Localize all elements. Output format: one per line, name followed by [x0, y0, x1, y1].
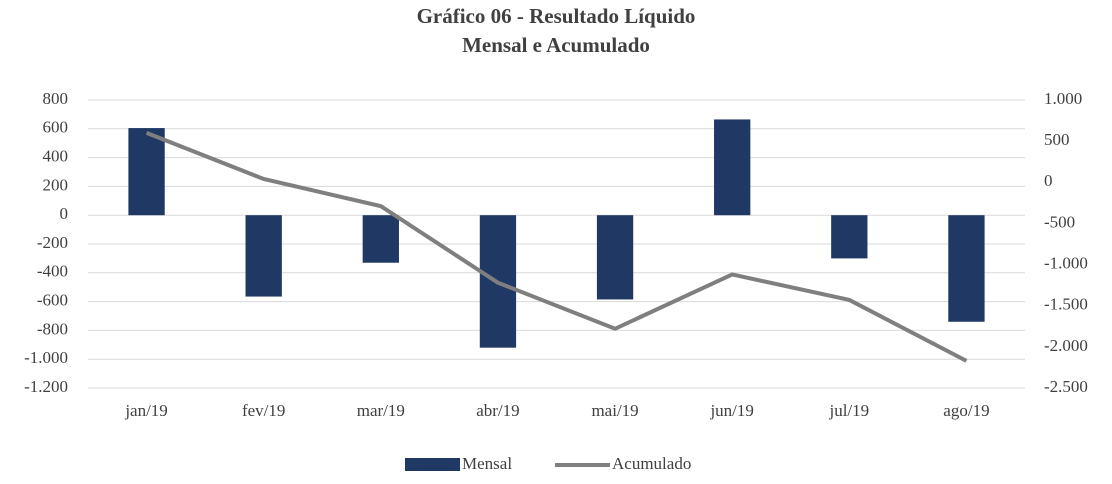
- y-tick-label: 600: [43, 118, 69, 137]
- y-tick-label: -1.200: [24, 377, 68, 396]
- bar: [596, 215, 634, 300]
- chart-title: Gráfico 06 - Resultado Líquido: [417, 4, 696, 28]
- y-tick-label: 400: [43, 147, 69, 166]
- y2-tick-label: -2.500: [1044, 377, 1088, 396]
- x-tick-label: jan/19: [124, 401, 168, 420]
- bar: [831, 215, 868, 259]
- y-tick-label: 200: [43, 175, 69, 194]
- y2-tick-label: -2.000: [1044, 336, 1088, 355]
- y2-tick-label: 1.000: [1044, 89, 1082, 108]
- bar: [362, 215, 399, 263]
- y-tick-label: -200: [37, 233, 68, 252]
- x-tick-label: ago/19: [943, 401, 989, 420]
- y-tick-label: -800: [37, 319, 68, 338]
- bar: [948, 215, 985, 322]
- y-tick-label: -1.000: [24, 348, 68, 367]
- bar: [245, 215, 282, 297]
- legend-label: Acumulado: [612, 454, 691, 473]
- bar: [714, 119, 751, 216]
- y-tick-label: -400: [37, 262, 68, 281]
- bar: [128, 128, 165, 216]
- y2-tick-label: -1.500: [1044, 295, 1088, 314]
- y2-tick-label: -500: [1044, 212, 1075, 231]
- x-tick-label: mar/19: [357, 401, 405, 420]
- chart-subtitle: Mensal e Acumulado: [462, 33, 650, 57]
- y-tick-label: -600: [37, 291, 68, 310]
- y-tick-label: 0: [60, 204, 69, 223]
- legend-label: Mensal: [462, 454, 512, 473]
- legend-swatch: [405, 458, 460, 471]
- x-tick-label: mai/19: [591, 401, 638, 420]
- x-tick-label: jul/19: [828, 401, 869, 420]
- y2-tick-label: 500: [1044, 130, 1070, 149]
- x-tick-label: fev/19: [242, 401, 285, 420]
- y-tick-label: 800: [43, 89, 69, 108]
- line: [145, 131, 968, 363]
- x-tick-label: abr/19: [476, 401, 519, 420]
- y2-tick-label: -1.000: [1044, 253, 1088, 272]
- x-tick-label: jun/19: [709, 401, 753, 420]
- y2-tick-label: 0: [1044, 171, 1053, 190]
